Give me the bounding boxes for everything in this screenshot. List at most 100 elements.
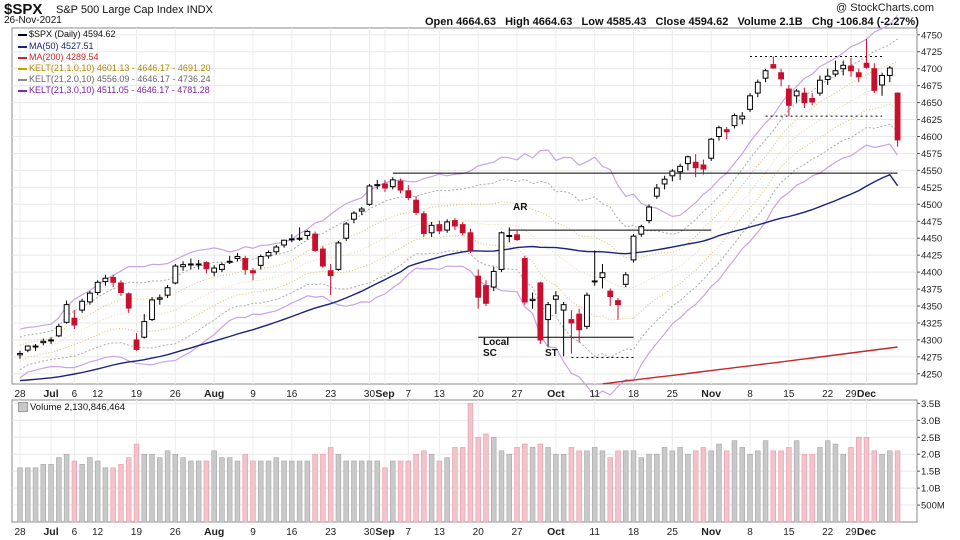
date-tick-label: 16 (286, 527, 298, 538)
date-tick-label: 12 (92, 389, 104, 400)
candle-body (630, 235, 637, 261)
volume-bar (374, 460, 380, 523)
candle-body (871, 68, 878, 91)
date-tick-label: 27 (511, 389, 523, 400)
candle-body (824, 75, 831, 81)
volume-bar (87, 457, 93, 523)
candle-body (475, 275, 482, 298)
candle-body (684, 156, 691, 165)
date-tick-label: Sep (375, 526, 394, 538)
legend-label: $SPX (Daily) 4594.62 (29, 29, 116, 39)
legend-item-ma200: MA(200) 4289.54 (18, 52, 99, 62)
price-tick-label: 4600 (921, 132, 942, 143)
volume-bar (856, 436, 862, 523)
volume-bar (258, 460, 264, 523)
date-tick-label: 8 (747, 527, 753, 538)
candle-body (358, 208, 365, 212)
date-tick-label: Jul (43, 388, 58, 400)
volume-bar (545, 447, 551, 523)
volume-bar (25, 467, 31, 523)
annotation-st: ST (545, 348, 558, 359)
volume-bar (366, 460, 373, 523)
candle-body (716, 127, 722, 137)
candle-body (273, 246, 280, 253)
volume-bar (203, 460, 210, 523)
candle-body (226, 260, 233, 263)
date-tick-label: 23 (325, 527, 337, 538)
volume-tick-label: 1.0B (921, 484, 941, 495)
volume-bar (459, 447, 466, 523)
date-tick-label: 25 (667, 389, 679, 400)
candle-body (490, 270, 497, 288)
candle-body (63, 304, 70, 323)
volume-bar (265, 460, 272, 523)
volume-bar (669, 450, 676, 523)
price-tick-label: 4325 (921, 318, 942, 329)
quote-open: Open 4664.63 (425, 16, 496, 28)
volume-bar (149, 453, 155, 523)
volume-bar (887, 450, 893, 523)
price-tick-label: 4375 (921, 285, 942, 296)
date-tick-label: Oct (547, 388, 565, 400)
volume-bar (685, 453, 691, 523)
volume-bar (731, 440, 738, 523)
candle-body (894, 92, 901, 141)
date-tick-label: 13 (434, 389, 446, 400)
volume-tick-label: 3.5B (921, 399, 941, 410)
candle-body (79, 300, 86, 311)
date-tick-label: 6 (72, 527, 78, 538)
volume-bar (638, 457, 645, 523)
volume-bar (762, 440, 769, 523)
candle-body (615, 300, 621, 306)
date-tick-label: 12 (92, 527, 104, 538)
candle-body (172, 265, 179, 284)
candle-body (242, 258, 249, 270)
candle-body (521, 258, 528, 303)
volume-bar (692, 450, 699, 523)
candle-body (180, 264, 186, 268)
candle-body (459, 224, 466, 234)
candle-body (483, 285, 489, 304)
legend-label: KELT(21,3.0,10) 4511.05 - 4646.17 - 4781… (29, 85, 210, 95)
volume-bar (863, 436, 870, 523)
candle-body (288, 238, 295, 241)
volume-bar (289, 460, 295, 523)
volume-bar (506, 453, 512, 523)
volume-bar (584, 450, 590, 523)
volume-bar (335, 453, 342, 523)
candle-body (731, 114, 738, 127)
date-tick-label: 13 (434, 527, 446, 538)
volume-bar (421, 450, 427, 523)
candle-body (498, 232, 505, 270)
volume-bar (48, 464, 54, 523)
date-tick-label: 20 (473, 527, 485, 538)
candle-body (327, 270, 334, 277)
candle-body (560, 304, 567, 311)
price-tick-label: 4500 (921, 200, 942, 211)
volume-tick-label: 1.5B (921, 467, 941, 478)
legend-item-kelt1: KELT(21,1.0,10) 4601.13 - 4646.17 - 4691… (18, 63, 210, 73)
price-tick-label: 4675 (921, 81, 942, 92)
date-tick-label: 19 (131, 527, 143, 538)
candle-body (840, 64, 847, 70)
candle-body (55, 325, 62, 337)
volume-bar (63, 453, 70, 523)
volume-bar (273, 457, 279, 523)
kelt2-lower-band (19, 123, 898, 371)
date-tick-label: Jul (43, 526, 58, 538)
price-tick-label: 4450 (921, 234, 942, 245)
date-tick-label: 27 (511, 527, 523, 538)
candle-body (708, 138, 715, 159)
volume-bar (832, 443, 839, 523)
price-tick-label: 4300 (921, 335, 942, 346)
kelt1-lower-band (19, 103, 898, 363)
price-tick-label: 4625 (921, 115, 942, 126)
volume-bar (716, 443, 722, 523)
candle-body (265, 251, 272, 257)
candle-body (886, 67, 893, 76)
candle-body (514, 234, 520, 241)
candle-body (257, 256, 264, 266)
line-icon (18, 56, 27, 59)
date-tick-label: 29 (845, 527, 857, 538)
candle-body (879, 74, 885, 86)
